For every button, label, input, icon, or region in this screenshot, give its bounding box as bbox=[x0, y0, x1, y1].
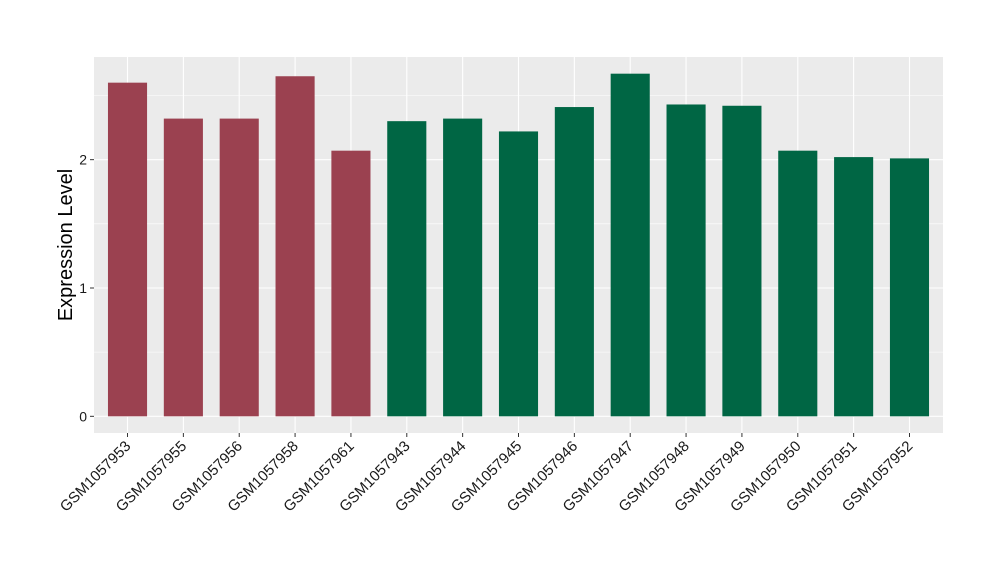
y-axis: 0 1 2 bbox=[79, 152, 94, 424]
y-tick-label: 1 bbox=[79, 280, 87, 296]
bar-GSM1057950 bbox=[778, 150, 818, 417]
bar-GSM1057948 bbox=[666, 104, 706, 417]
bar-GSM1057958 bbox=[275, 76, 315, 417]
bar-GSM1057955 bbox=[163, 118, 203, 417]
bar-GSM1057944 bbox=[443, 118, 483, 417]
bar-GSM1057949 bbox=[722, 105, 762, 417]
bar-GSM1057953 bbox=[107, 82, 148, 417]
bar-GSM1057946 bbox=[554, 107, 594, 417]
x-axis: GSM1057953GSM1057955GSM1057956GSM1057958… bbox=[57, 433, 916, 515]
bar-GSM1057945 bbox=[498, 131, 539, 417]
y-tick-label: 0 bbox=[79, 408, 87, 424]
bars bbox=[107, 73, 930, 417]
bar-GSM1057943 bbox=[387, 121, 427, 417]
y-axis-label: Expression Level bbox=[55, 169, 77, 321]
bar-GSM1057956 bbox=[219, 118, 259, 417]
bar-GSM1057961 bbox=[331, 150, 371, 417]
bar-GSM1057952 bbox=[889, 158, 930, 417]
y-tick-label: 2 bbox=[79, 152, 87, 168]
bar-GSM1057951 bbox=[834, 157, 874, 417]
bar-GSM1057947 bbox=[610, 73, 650, 417]
